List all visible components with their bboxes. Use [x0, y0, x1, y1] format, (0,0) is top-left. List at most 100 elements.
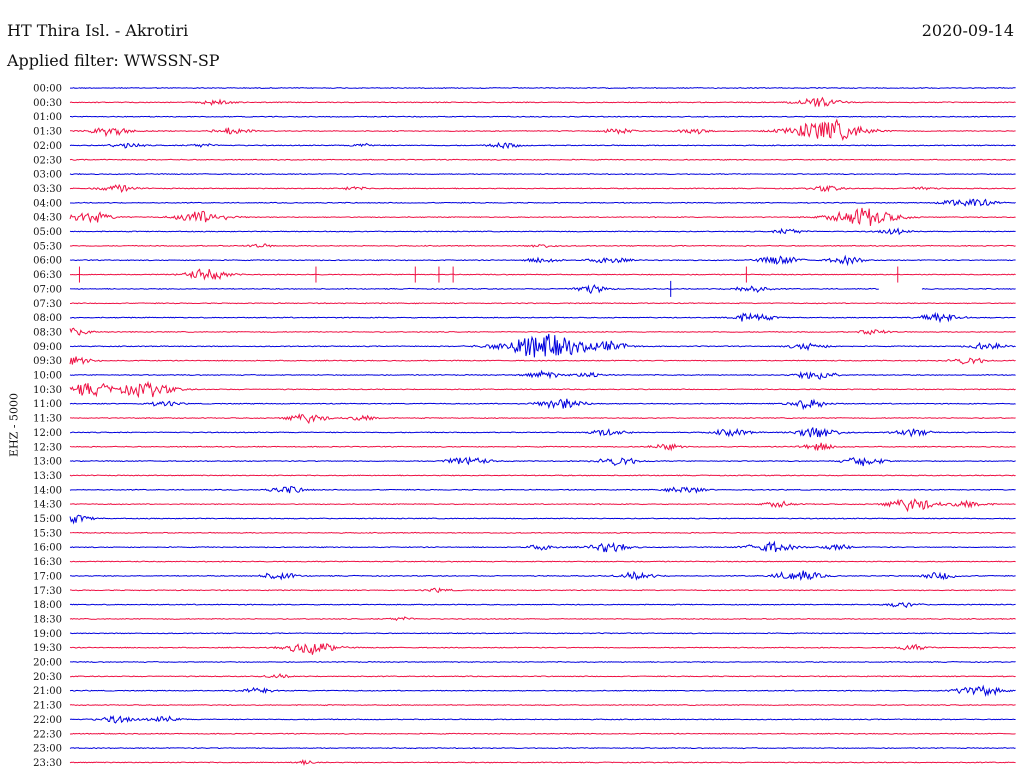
time-tick-label: 18:30 — [33, 614, 62, 625]
time-tick-label: 19:00 — [33, 629, 62, 640]
time-tick-label: 00:30 — [33, 98, 62, 109]
time-tick-label: 10:00 — [33, 371, 62, 382]
seismic-trace — [69, 643, 1016, 655]
time-tick-label: 20:30 — [33, 672, 62, 683]
date-label: 2020-09-14 — [921, 21, 1014, 40]
seismic-trace — [69, 601, 1016, 609]
time-tick-label: 21:30 — [33, 701, 62, 712]
seismic-trace — [69, 96, 1016, 108]
time-tick-label: 12:00 — [33, 428, 62, 439]
seismic-trace — [69, 398, 1016, 411]
time-tick-label: 09:30 — [33, 356, 62, 367]
time-tick-label: 14:00 — [33, 485, 62, 496]
seismic-trace — [69, 660, 1016, 664]
seismic-trace — [69, 486, 1016, 494]
time-tick-label: 07:00 — [33, 284, 62, 295]
time-tick-label: 13:30 — [33, 471, 62, 482]
time-tick-label: 22:00 — [33, 715, 62, 726]
time-tick-label: 03:00 — [33, 170, 62, 181]
seismic-trace — [69, 141, 1016, 150]
seismic-trace — [69, 672, 1016, 679]
station-title: HT Thira Isl. - Akrotiri — [7, 21, 189, 40]
seismic-trace — [69, 115, 1016, 118]
seismic-trace — [69, 684, 1016, 697]
seismic-trace — [69, 474, 1016, 477]
time-tick-label: 02:30 — [33, 155, 62, 166]
seismic-trace — [69, 540, 1016, 553]
seismic-trace — [69, 356, 1016, 366]
time-tick-label: 17:30 — [33, 586, 62, 597]
time-tick-label: 00:00 — [33, 84, 62, 95]
time-tick-label: 10:30 — [33, 385, 62, 396]
seismic-trace — [69, 412, 1016, 425]
time-tick-label: 16:00 — [33, 543, 62, 554]
seismic-trace — [69, 243, 1016, 249]
seismic-trace — [69, 380, 1016, 399]
time-tick-label: 11:30 — [33, 414, 62, 425]
time-tick-label: 23:00 — [33, 744, 62, 755]
time-tick-label: 16:30 — [33, 557, 62, 568]
seismic-trace — [69, 118, 1016, 141]
time-tick-label: 22:30 — [33, 729, 62, 740]
seismic-trace — [69, 632, 1016, 635]
seismic-trace — [69, 616, 1016, 622]
seismic-trace — [69, 570, 1016, 582]
seismic-trace — [69, 302, 1016, 305]
time-tick-label: 01:30 — [33, 127, 62, 138]
seismic-trace — [69, 426, 1016, 438]
time-tick-label: 09:00 — [33, 342, 62, 353]
seismic-trace — [69, 704, 1016, 707]
seismic-trace — [69, 284, 879, 295]
time-tick-label: 18:00 — [33, 600, 62, 611]
seismic-trace — [69, 747, 1016, 750]
time-tick-label: 19:30 — [33, 643, 62, 654]
time-tick-label: 06:30 — [33, 270, 62, 281]
seismic-trace — [69, 207, 1016, 226]
seismic-trace — [69, 268, 1016, 281]
seismic-trace — [69, 587, 1016, 594]
time-tick-label: 01:00 — [33, 112, 62, 123]
time-tick-label: 04:00 — [33, 198, 62, 209]
time-tick-label: 05:30 — [33, 241, 62, 252]
seismic-trace — [69, 456, 1016, 467]
time-tick-label: 12:30 — [33, 442, 62, 453]
seismic-trace — [69, 531, 1016, 534]
seismic-trace — [69, 759, 1016, 767]
time-tick-label: 08:00 — [33, 313, 62, 324]
filter-label: Applied filter: WWSSN-SP — [7, 51, 220, 70]
time-tick-label: 11:00 — [33, 399, 62, 410]
seismic-trace — [69, 183, 1016, 194]
time-tick-label: 21:00 — [33, 686, 62, 697]
time-tick-label: 13:00 — [33, 457, 62, 468]
time-tick-label: 14:30 — [33, 500, 62, 511]
time-tick-label: 04:30 — [33, 213, 62, 224]
time-tick-label: 08:30 — [33, 327, 62, 338]
seismic-trace — [69, 732, 1016, 735]
seismic-trace — [69, 158, 1016, 161]
time-tick-label: 23:30 — [33, 758, 62, 769]
time-tick-label: 03:30 — [33, 184, 62, 195]
time-tick-label: 15:30 — [33, 528, 62, 539]
time-tick-label: 20:00 — [33, 658, 62, 669]
time-tick-label: 06:00 — [33, 256, 62, 267]
seismic-trace — [69, 442, 1016, 452]
seismic-trace — [69, 498, 1016, 513]
seismic-trace — [921, 288, 1016, 290]
seismic-trace — [69, 715, 1016, 724]
seismic-trace — [69, 254, 1016, 267]
time-tick-label: 17:00 — [33, 571, 62, 582]
seismic-trace — [69, 311, 1016, 324]
seismic-trace — [69, 227, 1016, 236]
seismic-trace — [69, 514, 1016, 525]
seismic-trace — [69, 369, 1016, 380]
time-tick-label: 05:00 — [33, 227, 62, 238]
seismic-trace — [69, 198, 1016, 207]
seismic-trace — [69, 173, 1016, 176]
time-tick-label: 15:00 — [33, 514, 62, 525]
seismic-trace — [69, 333, 1016, 358]
seismic-trace — [69, 327, 1016, 336]
seismic-trace — [69, 86, 1016, 89]
seismic-trace — [69, 560, 1016, 563]
time-tick-label: 02:00 — [33, 141, 62, 152]
